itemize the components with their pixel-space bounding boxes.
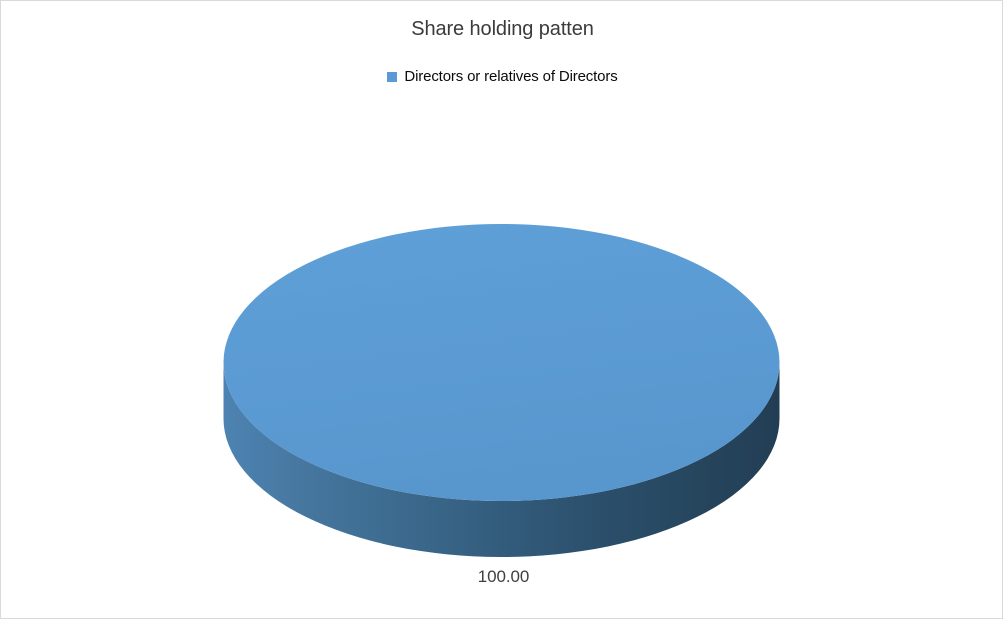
legend-item-label: Directors or relatives of Directors	[404, 68, 618, 85]
legend-item-directors[interactable]: Directors or relatives of Directors	[387, 68, 618, 85]
pie-slice-side-wall	[223, 362, 780, 557]
pie-slice-directors[interactable]	[223, 224, 780, 501]
pie-data-label-value: 100.00	[477, 567, 530, 586]
pie-3d-graphic	[223, 224, 780, 557]
pie-chart-plot-area	[223, 224, 780, 557]
pie-data-label: 100.00	[1, 567, 1002, 587]
square-swatch-icon	[387, 71, 398, 82]
chart-legend: Directors or relatives of Directors	[1, 68, 1002, 85]
chart-title: Share holding patten	[411, 18, 594, 40]
